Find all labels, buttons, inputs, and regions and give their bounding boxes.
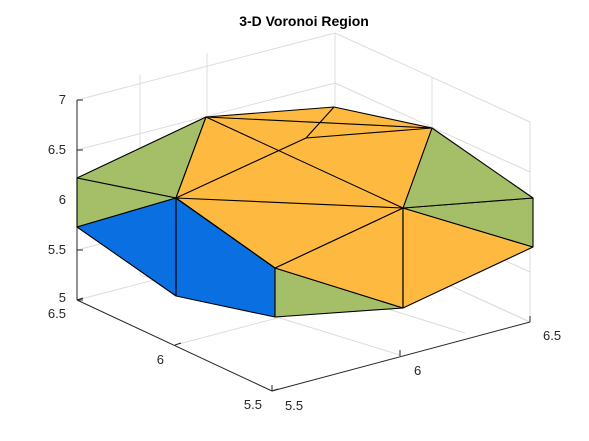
x-tick-labels: 5.5 6 6.5: [285, 328, 561, 413]
top-edge: [305, 106, 335, 139]
top-edge: [175, 197, 404, 209]
y-tick-mark: [174, 342, 182, 346]
z-tick-label-7: 7: [59, 92, 66, 107]
z-tick-label-5.5: 5.5: [48, 242, 66, 257]
voronoi-polyhedron: [76, 106, 534, 318]
y-tick-label-5.5: 5.5: [244, 397, 262, 412]
top-edge: [175, 197, 276, 269]
x-tick-label-5.5: 5.5: [285, 398, 303, 413]
chart-title: 3-D Voronoi Region: [239, 13, 369, 29]
z-tick-labels: 7 6.5 6 5.5 5: [48, 92, 66, 305]
top-edge: [175, 137, 307, 199]
grid-line: [334, 82, 531, 173]
top-edge: [205, 116, 404, 209]
grid-line: [76, 32, 336, 101]
z-tick-label-5: 5: [59, 290, 66, 305]
grid-line: [334, 32, 531, 123]
top-edge: [305, 127, 433, 139]
y-tick-label-6.5: 6.5: [48, 306, 66, 321]
z-tick-label-6: 6: [59, 192, 66, 207]
z-tick-label-6.5: 6.5: [48, 142, 66, 157]
x-axis-line: [271, 321, 531, 392]
x-tick-label-6.5: 6.5: [543, 328, 561, 343]
y-tick-labels: 6.5 6 5.5: [48, 306, 262, 412]
y-tick-mark: [76, 297, 84, 301]
y-axis-line: [76, 299, 273, 392]
y-tick-label-6: 6: [157, 352, 164, 367]
top-edge: [205, 116, 433, 129]
x-tick-label-6: 6: [414, 363, 421, 378]
y-tick-mark: [271, 388, 279, 392]
